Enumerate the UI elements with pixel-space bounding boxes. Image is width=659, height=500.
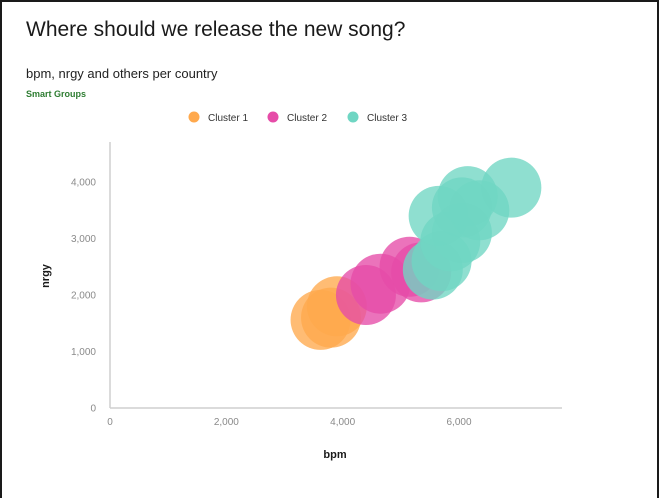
bubbles-layer	[290, 157, 542, 350]
y-tick-label: 2,000	[71, 291, 96, 302]
x-tick-label: 0	[107, 417, 113, 428]
x-tick-label: 4,000	[330, 417, 355, 428]
x-tick-label: 2,000	[214, 417, 239, 428]
legend-swatch-cluster-3	[347, 111, 359, 123]
chart-subtitle: bpm, nrgy and others per country	[26, 66, 218, 81]
y-tick-label: 0	[90, 404, 96, 415]
bubble-cluster-3[interactable]	[481, 157, 542, 218]
y-tick-label: 1,000	[71, 347, 96, 358]
legend-label-cluster-1[interactable]: Cluster 1	[208, 113, 248, 124]
legend-label-cluster-3[interactable]: Cluster 3	[367, 113, 407, 124]
y-tick-label: 4,000	[71, 178, 96, 189]
legend-swatch-cluster-2	[267, 111, 279, 123]
legend-swatch-cluster-1	[188, 111, 200, 123]
x-axis-title: bpm	[323, 449, 346, 461]
x-tick-label: 6,000	[446, 417, 471, 428]
smart-groups-label[interactable]: Smart Groups	[26, 89, 87, 99]
chart-legend: Cluster 1 Cluster 2 Cluster 3	[188, 111, 407, 124]
y-axis-ticks: 0 1,000 2,000 3,000 4,000	[71, 178, 96, 415]
y-tick-label: 3,000	[71, 234, 96, 245]
page-title: Where should we release the new song?	[26, 18, 406, 41]
y-axis-title: nrgy	[40, 263, 52, 288]
x-axis-ticks: 0 2,000 4,000 6,000	[107, 417, 472, 428]
legend-label-cluster-2[interactable]: Cluster 2	[287, 113, 327, 124]
